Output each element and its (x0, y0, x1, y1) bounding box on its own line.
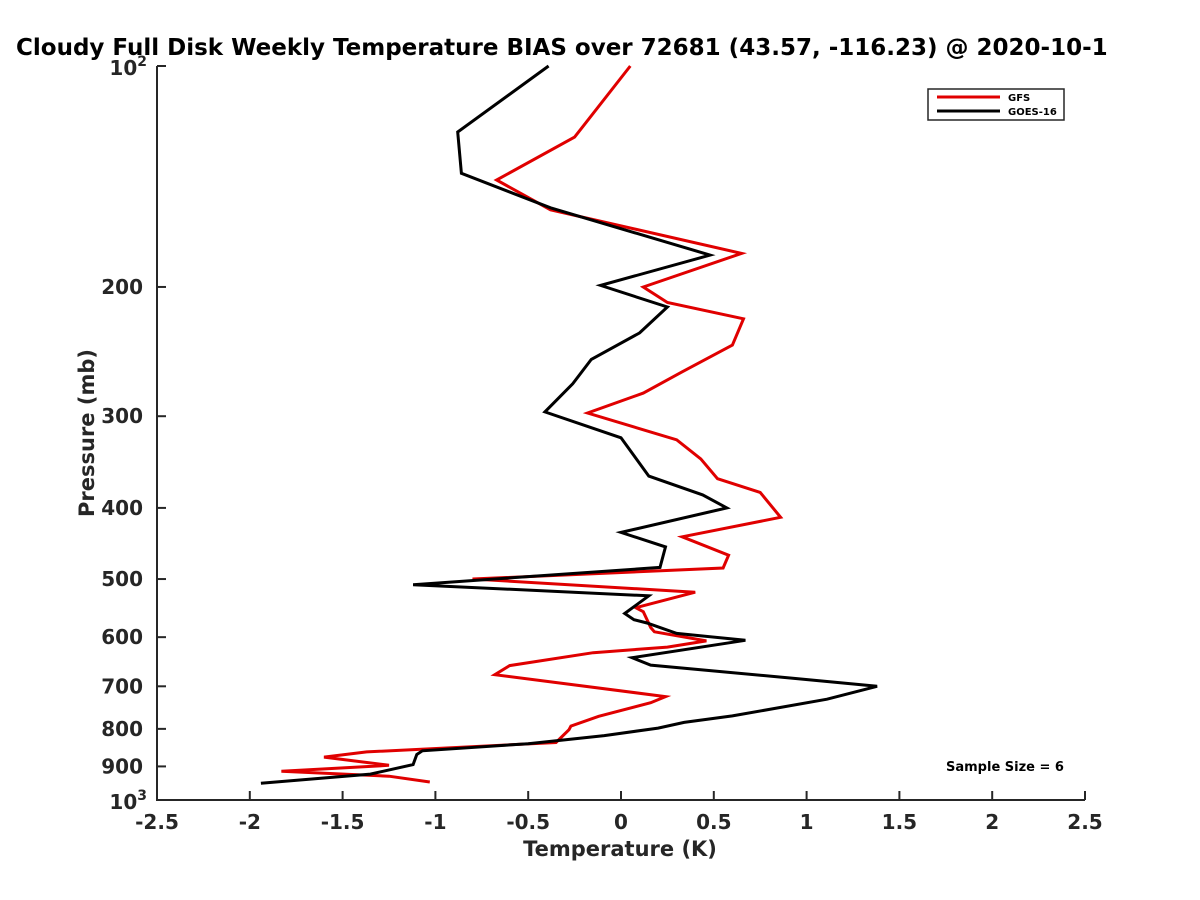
legend: GFS GOES-16 (927, 88, 1065, 121)
series-line-gfs (281, 65, 784, 784)
y-axis-label: Pressure (mb) (75, 349, 99, 517)
chart-title: Cloudy Full Disk Weekly Temperature BIAS… (16, 35, 1108, 61)
y-tick-label: 900 (101, 754, 143, 778)
legend-label-goes16: GOES-16 (1008, 107, 1057, 118)
legend-label-gfs: GFS (1008, 93, 1030, 104)
legend-box (927, 88, 1065, 121)
y-tick-label: 400 (101, 496, 143, 520)
y-tick-label: 800 (101, 717, 143, 741)
y-tick-label: 300 (101, 404, 143, 428)
y-tick-label: 102 (109, 54, 147, 80)
x-tick-label: 1 (800, 810, 814, 834)
y-tick-label: 600 (101, 625, 143, 649)
x-tick-label: 2.5 (1067, 810, 1102, 834)
y-tick-label: 200 (101, 275, 143, 299)
x-tick-label: 0 (614, 810, 628, 834)
x-tick-label: -2 (239, 810, 261, 834)
sample-size-annotation: Sample Size = 6 (946, 760, 1064, 775)
y-tick-label: 103 (109, 788, 147, 814)
x-tick-label: 0.5 (696, 810, 731, 834)
x-tick-label: -1.5 (321, 810, 365, 834)
x-axis-label: Temperature (K) (523, 837, 717, 861)
x-tick-label: 2 (985, 810, 999, 834)
x-tick-label: -0.5 (506, 810, 550, 834)
plot-area: -2.5 -2 -1.5 -1 -0.5 0 0.5 1 1.5 2 2.5 102 200 300 400… (101, 54, 1102, 834)
y-tick-label: 700 (101, 674, 143, 698)
series-line-goes16 (260, 64, 878, 785)
x-tick-label: -1 (424, 810, 446, 834)
y-tick-label: 500 (101, 567, 143, 591)
x-tick-label: -2.5 (135, 810, 179, 834)
x-tick-label: 1.5 (882, 810, 917, 834)
